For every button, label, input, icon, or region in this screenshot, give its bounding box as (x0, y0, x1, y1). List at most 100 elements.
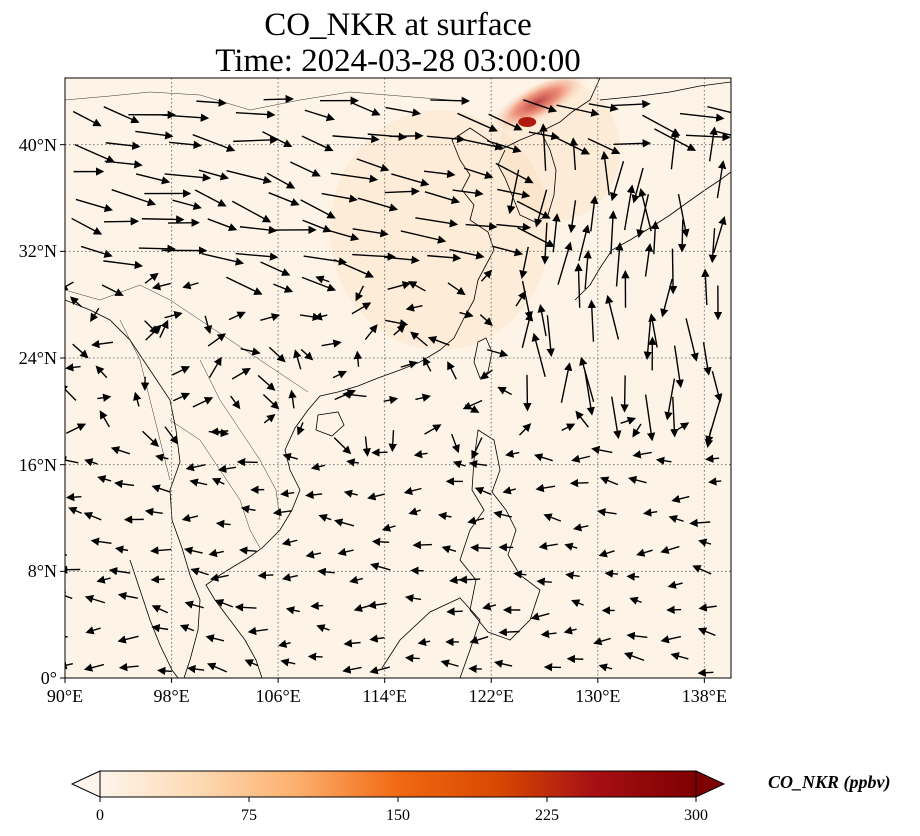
wind-arrow (673, 345, 684, 389)
wind-arrow (471, 437, 483, 460)
wind-arrow (531, 332, 546, 377)
wind-arrow (353, 350, 363, 367)
wind-arrow (207, 662, 228, 673)
wind-arrow (446, 607, 463, 616)
wind-arrow (677, 219, 687, 253)
wind-arrow (330, 172, 379, 183)
wind-arrow (563, 626, 577, 635)
wind-arrow (351, 102, 381, 116)
wind-arrow (90, 307, 100, 322)
wind-arrow (262, 131, 293, 148)
wind-arrow (389, 131, 424, 141)
wind-arrow (84, 458, 98, 467)
coastline-hainan (315, 411, 345, 437)
wind-arrow (155, 453, 169, 462)
wind-arrow (441, 545, 457, 554)
wind-arrow (108, 566, 131, 576)
wind-arrow (384, 255, 420, 264)
wind-arrow (488, 113, 523, 131)
wind-arrow (584, 370, 595, 416)
wind-arrow (644, 243, 654, 277)
wind-arrow (538, 541, 558, 551)
wind-arrow (198, 169, 230, 181)
wind-arrow (65, 363, 81, 372)
wind-arrow (364, 324, 378, 340)
wind-arrow (486, 348, 509, 358)
wind-arrow (437, 511, 452, 521)
wind-arrow (400, 230, 447, 244)
wind-arrow (517, 227, 556, 247)
wind-arrow (211, 477, 225, 486)
wind-arrow (173, 392, 191, 402)
wind-arrow (281, 573, 298, 582)
lon-tick-label: 98°E (153, 686, 190, 706)
wind-arrow (162, 113, 210, 122)
wind-arrow (172, 199, 202, 210)
wind-arrow (551, 134, 591, 155)
wind-arrow (281, 537, 298, 547)
colorbar-tick-label: 75 (241, 807, 257, 824)
wind-arrow (702, 342, 712, 376)
wind-arrow (74, 144, 116, 163)
wind-arrow (469, 636, 489, 645)
wind-arrow (523, 99, 558, 113)
lon-tick-label: 122°E (468, 686, 514, 706)
wind-arrow (638, 187, 652, 232)
colorbar-tick-label: 0 (96, 807, 104, 824)
wind-arrow (408, 507, 422, 516)
wind-arrow (708, 126, 718, 162)
wind-arrow (352, 252, 396, 261)
wind-arrow (313, 312, 328, 321)
wind-arrow (240, 505, 256, 514)
wind-arrow (362, 436, 371, 457)
wind-arrow (97, 393, 112, 402)
colorbar (70, 770, 726, 802)
wind-arrow (513, 570, 527, 579)
wind-arrow (660, 635, 682, 644)
border-thailand (169, 419, 261, 549)
wind-arrow (90, 537, 112, 546)
wind-arrow (302, 219, 332, 233)
wind-arrow (144, 320, 159, 335)
wind-arrow (97, 475, 112, 484)
wind-arrow (655, 456, 672, 465)
wind-arrow (207, 218, 238, 232)
wind-arrow (289, 161, 321, 177)
wind-arrow (493, 510, 512, 519)
wind-arrow (310, 601, 324, 611)
wind-arrow (387, 281, 412, 291)
wind-arrow (288, 389, 297, 409)
wind-arrow (114, 545, 129, 554)
colorbar-extend-max (695, 770, 726, 798)
wind-arrow (536, 577, 552, 586)
wind-arrow (326, 229, 360, 242)
wind-arrow (632, 450, 652, 459)
wind-arrow (410, 331, 428, 347)
lon-tick-label: 138°E (681, 686, 727, 706)
wind-arrow (357, 197, 399, 212)
wind-arrow (231, 200, 272, 223)
wind-arrow (135, 173, 171, 185)
wind-arrow (83, 511, 102, 521)
wind-arrow (75, 198, 113, 213)
wind-arrow (65, 281, 74, 291)
wind-arrow (636, 548, 653, 557)
wind-arrow (403, 486, 422, 496)
wind-arrow (305, 550, 322, 559)
wind-arrow (381, 523, 396, 532)
wind-arrow (502, 486, 517, 495)
wind-arrow (518, 423, 532, 436)
wind-arrow (415, 393, 431, 402)
wind-arrow (486, 140, 522, 154)
wind-arrow (207, 333, 227, 347)
wind-arrow (539, 123, 548, 171)
wind-arrow (192, 134, 236, 152)
wind-arrow (226, 169, 272, 185)
wind-arrow (557, 241, 573, 285)
wind-arrow (385, 106, 422, 117)
wind-arrow (600, 150, 610, 196)
wind-arrow (707, 105, 731, 114)
wind-arrow (631, 167, 644, 204)
axis-tick-marks (60, 144, 705, 683)
wind-arrow (210, 427, 229, 436)
